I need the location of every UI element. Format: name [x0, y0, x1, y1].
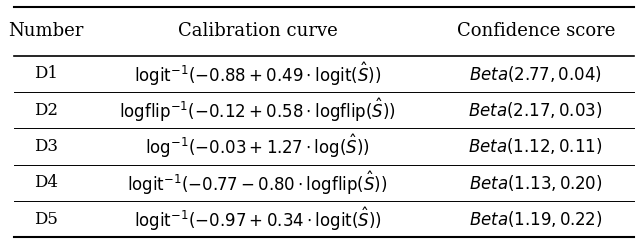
Text: Number: Number — [8, 23, 84, 40]
Text: $\mathit{Beta}(1.19, 0.22)$: $\mathit{Beta}(1.19, 0.22)$ — [469, 209, 602, 229]
Text: D5: D5 — [34, 211, 58, 227]
Text: Confidence score: Confidence score — [456, 23, 615, 40]
Text: $\mathit{Beta}(1.12, 0.11)$: $\mathit{Beta}(1.12, 0.11)$ — [468, 136, 603, 156]
Text: $\mathrm{logflip}^{-1}(-0.12 + 0.58 \cdot \mathrm{logflip}(\hat{S}))$: $\mathrm{logflip}^{-1}(-0.12 + 0.58 \cdo… — [119, 96, 396, 124]
Text: D2: D2 — [34, 102, 58, 119]
Text: D1: D1 — [34, 65, 58, 82]
Text: Calibration curve: Calibration curve — [178, 23, 337, 40]
Text: $\mathit{Beta}(2.77, 0.04)$: $\mathit{Beta}(2.77, 0.04)$ — [469, 64, 602, 84]
Text: $\mathit{Beta}(2.17, 0.03)$: $\mathit{Beta}(2.17, 0.03)$ — [468, 100, 603, 120]
Text: $\mathrm{logit}^{-1}(-0.88 + 0.49 \cdot \mathrm{logit}(\hat{S}))$: $\mathrm{logit}^{-1}(-0.88 + 0.49 \cdot … — [134, 60, 381, 88]
Text: $\mathrm{logit}^{-1}(-0.97 + 0.34 \cdot \mathrm{logit}(\hat{S}))$: $\mathrm{logit}^{-1}(-0.97 + 0.34 \cdot … — [134, 205, 381, 233]
Text: D3: D3 — [34, 138, 58, 155]
Text: D4: D4 — [34, 174, 58, 191]
Text: $\mathit{Beta}(1.13, 0.20)$: $\mathit{Beta}(1.13, 0.20)$ — [469, 173, 602, 193]
Text: $\mathrm{logit}^{-1}(-0.77 - 0.80 \cdot \mathrm{logflip}(\hat{S}))$: $\mathrm{logit}^{-1}(-0.77 - 0.80 \cdot … — [127, 169, 388, 197]
Text: $\mathrm{log}^{-1}(-0.03 + 1.27 \cdot \mathrm{log}(\hat{S}))$: $\mathrm{log}^{-1}(-0.03 + 1.27 \cdot \m… — [145, 133, 370, 160]
